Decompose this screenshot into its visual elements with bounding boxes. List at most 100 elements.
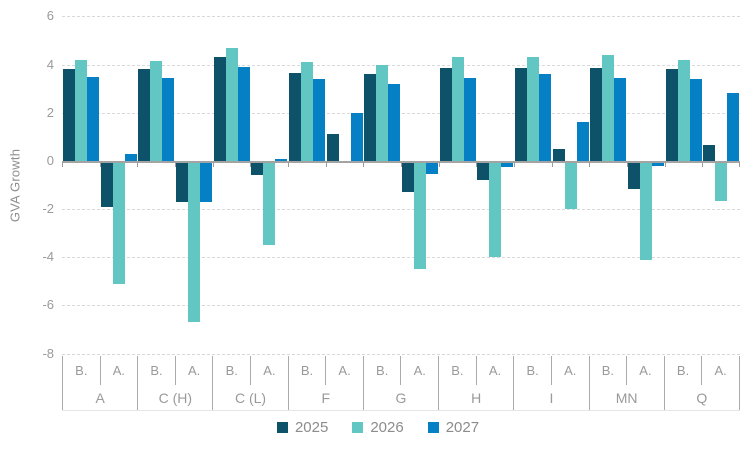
- bar-h-b-2025[interactable]: [439, 68, 452, 161]
- bar-f-a-2025[interactable]: [326, 134, 339, 161]
- y-axis-tick-labels: 6 4 2 0 -2 -4 -6 -8: [28, 9, 54, 360]
- bar-cl-a-2027[interactable]: [275, 158, 288, 161]
- bar-g-b-2026[interactable]: [376, 64, 389, 161]
- legend-item-2027[interactable]: 2027: [427, 419, 479, 436]
- x-subgroup-label: B.: [439, 356, 477, 385]
- x-group-label: Q: [696, 389, 708, 406]
- bar-ch-a-2026[interactable]: [187, 160, 200, 323]
- bar-f-b-2027[interactable]: [312, 79, 325, 161]
- bar-a-a-2026[interactable]: [112, 160, 125, 284]
- bar-h-b-2027[interactable]: [463, 77, 476, 161]
- x-group-h: B. A. H: [438, 356, 513, 410]
- axis-tick: [137, 161, 139, 167]
- bar-i-b-2025[interactable]: [514, 68, 527, 161]
- x-subgroup-row: B. A.: [63, 356, 137, 385]
- bar-ch-b-2025[interactable]: [138, 69, 151, 161]
- axis-tick: [175, 161, 176, 167]
- bar-a-a-2025[interactable]: [100, 160, 113, 207]
- bar-h-a-2026[interactable]: [489, 160, 502, 258]
- bar-cl-b-2026[interactable]: [225, 47, 238, 161]
- axis-tick: [99, 161, 101, 167]
- x-group-f: B. A. F: [287, 356, 363, 410]
- x-subgroup-label: A.: [488, 363, 502, 378]
- bar-ch-b-2027[interactable]: [162, 77, 175, 161]
- x-subgroup-row: B. A.: [138, 356, 212, 385]
- bar-a-a-2027[interactable]: [124, 153, 137, 161]
- axis-tick: [250, 161, 252, 167]
- bar-i-a-2025[interactable]: [552, 148, 565, 161]
- bar-q-b-2027[interactable]: [689, 79, 702, 161]
- bar-f-b-2026[interactable]: [300, 62, 313, 161]
- bar-mn-a-2027[interactable]: [651, 160, 664, 166]
- bar-mn-a-2025[interactable]: [627, 160, 640, 189]
- x-group-ch: B. A. C (H): [137, 356, 212, 410]
- bar-a-b-2026[interactable]: [74, 59, 87, 161]
- bar-mn-b-2027[interactable]: [614, 77, 627, 161]
- bar-ch-a-2025[interactable]: [175, 160, 188, 202]
- x-axis-label-area: B. A. A B. A. C (H) B. A. C (L) B. A. F B. A. G B. A. H B.…: [62, 356, 740, 411]
- bar-a-b-2027[interactable]: [86, 76, 99, 161]
- gridline: [62, 64, 740, 66]
- bar-g-b-2027[interactable]: [388, 83, 401, 161]
- bar-q-a-2027[interactable]: [727, 93, 740, 161]
- gridline: [62, 257, 740, 259]
- bar-q-b-2026[interactable]: [677, 59, 690, 161]
- bar-q-a-2025[interactable]: [703, 145, 716, 161]
- axis-tick: [589, 161, 591, 167]
- x-group-label: C (L): [234, 389, 267, 406]
- bar-g-a-2026[interactable]: [413, 160, 426, 270]
- bar-q-a-2026[interactable]: [715, 160, 728, 201]
- gridline: [62, 209, 740, 211]
- x-subgroup-label: A.: [338, 363, 351, 378]
- bar-f-b-2025[interactable]: [288, 73, 301, 161]
- x-group-label: MN: [615, 389, 638, 406]
- bar-mn-b-2025[interactable]: [590, 68, 603, 161]
- axis-tick: [664, 161, 666, 167]
- x-subgroup-label: B.: [289, 356, 327, 385]
- legend-item-2026[interactable]: 2026: [352, 419, 404, 436]
- bar-cl-b-2027[interactable]: [237, 66, 250, 161]
- x-subgroup-row: B. A.: [289, 356, 363, 385]
- x-subgroup-label: A.: [263, 363, 276, 378]
- x-subgroup-label: B.: [590, 356, 628, 385]
- axis-tick: [739, 161, 740, 167]
- axis-tick: [514, 161, 515, 167]
- bar-a-b-2025[interactable]: [62, 69, 75, 161]
- bar-h-b-2026[interactable]: [451, 57, 464, 161]
- bar-f-a-2027[interactable]: [350, 112, 363, 161]
- bar-i-a-2027[interactable]: [576, 122, 589, 161]
- x-group-i: B. A. I: [513, 356, 588, 410]
- x-subgroup-row: B. A.: [213, 356, 287, 385]
- gridline: [62, 112, 740, 114]
- legend-swatch-icon: [427, 422, 439, 433]
- x-group-label: F: [321, 389, 331, 406]
- bar-g-b-2025[interactable]: [364, 74, 377, 161]
- bar-cl-b-2025[interactable]: [213, 57, 226, 161]
- bar-h-a-2025[interactable]: [477, 160, 490, 181]
- gridline: [62, 16, 740, 18]
- x-group-label: C (H): [158, 389, 193, 406]
- bar-h-a-2027[interactable]: [501, 160, 514, 167]
- legend: 2025 2026 2027: [0, 419, 756, 436]
- x-group-cl: B. A. C (L): [212, 356, 287, 410]
- x-subgroup-label: A.: [639, 363, 652, 378]
- bar-i-b-2027[interactable]: [538, 74, 551, 161]
- bar-ch-b-2026[interactable]: [150, 60, 163, 161]
- bar-mn-b-2026[interactable]: [602, 54, 615, 161]
- bar-cl-a-2025[interactable]: [251, 160, 264, 176]
- x-group-label: A: [95, 389, 105, 406]
- legend-item-2025[interactable]: 2025: [276, 419, 328, 436]
- x-subgroup-label: A.: [564, 363, 577, 378]
- x-subgroup-label: B.: [138, 356, 176, 385]
- bar-q-b-2025[interactable]: [665, 69, 678, 161]
- bar-i-b-2026[interactable]: [526, 57, 539, 161]
- bar-i-a-2026[interactable]: [564, 160, 577, 210]
- bar-g-a-2025[interactable]: [401, 160, 414, 193]
- bar-cl-a-2026[interactable]: [263, 160, 276, 246]
- y-tick-label: 0: [46, 152, 54, 168]
- bar-g-a-2027[interactable]: [425, 160, 438, 175]
- y-tick-label: 6: [46, 8, 54, 24]
- legend-swatch-icon: [276, 422, 288, 433]
- bar-mn-a-2026[interactable]: [639, 160, 652, 260]
- bar-ch-a-2027[interactable]: [199, 160, 212, 202]
